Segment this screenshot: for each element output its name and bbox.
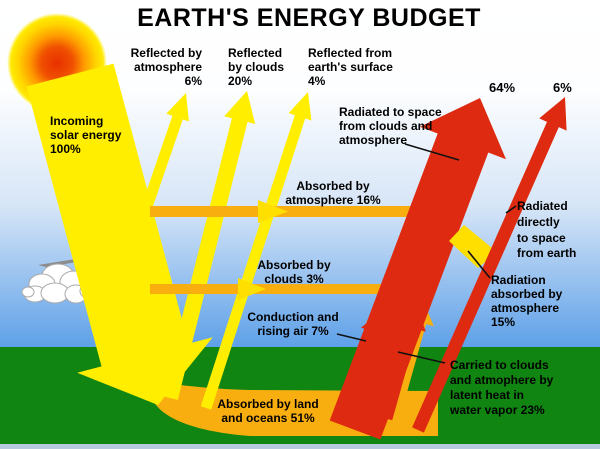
label-absorbed-land: Absorbed by land and oceans 51% [217, 397, 319, 426]
reflected-surface-arrow [200, 92, 312, 410]
absorbed-atmosphere-arrow [150, 206, 460, 217]
label-radiated-space: Radiated to space from clouds and atmosp… [339, 105, 442, 148]
label-6-percent: 6% [553, 80, 572, 95]
absorbed-clouds-arrowhead [238, 278, 266, 300]
label-incoming-solar: Incoming solar energy 100% [50, 114, 122, 157]
latent-heat-arrow [375, 304, 426, 421]
label-64-percent: 64% [489, 80, 516, 95]
pointer-lines [336, 143, 517, 364]
incoming-solar-arrow [26, 63, 213, 405]
label-radiation-absorbed: Radiation absorbed by atmosphere 15% [491, 273, 563, 330]
absorbed-atmosphere-arrowhead [258, 200, 288, 223]
bottom-edge [0, 444, 600, 449]
label-reflected-surface: Reflected from earth's surface 4% [308, 46, 393, 89]
conduction-arrow [345, 311, 388, 404]
label-radiated-directly: Radiated directly to space from earth [517, 199, 577, 261]
absorbed-clouds-arrow [150, 284, 400, 294]
label-absorbed-atmosphere: Absorbed by atmosphere 16% [285, 179, 381, 208]
pointer-radiated-space [404, 143, 460, 161]
radiation-absorbed-patch [449, 225, 497, 268]
pointer-radiated-directly [505, 205, 517, 214]
pointer-latent-heat [397, 351, 446, 364]
label-absorbed-clouds: Absorbed by clouds 3% [257, 258, 331, 287]
label-carried-latent-heat: Carried to clouds and atmophere by laten… [450, 358, 554, 418]
pointer-conduction [336, 333, 367, 342]
label-reflected-clouds: Reflected by clouds 20% [228, 46, 285, 89]
radiated-directly-arrow [412, 97, 567, 433]
reflected-atmosphere-arrow [122, 93, 189, 264]
page-title: EARTH'S ENERGY BUDGET [137, 4, 481, 32]
label-conduction: Conduction and rising air 7% [247, 310, 339, 339]
pointer-radiation-absorbed [467, 250, 491, 279]
reflected-clouds-arrow [162, 91, 256, 400]
label-reflected-atmosphere: Reflected by atmosphere 6% [130, 46, 202, 89]
